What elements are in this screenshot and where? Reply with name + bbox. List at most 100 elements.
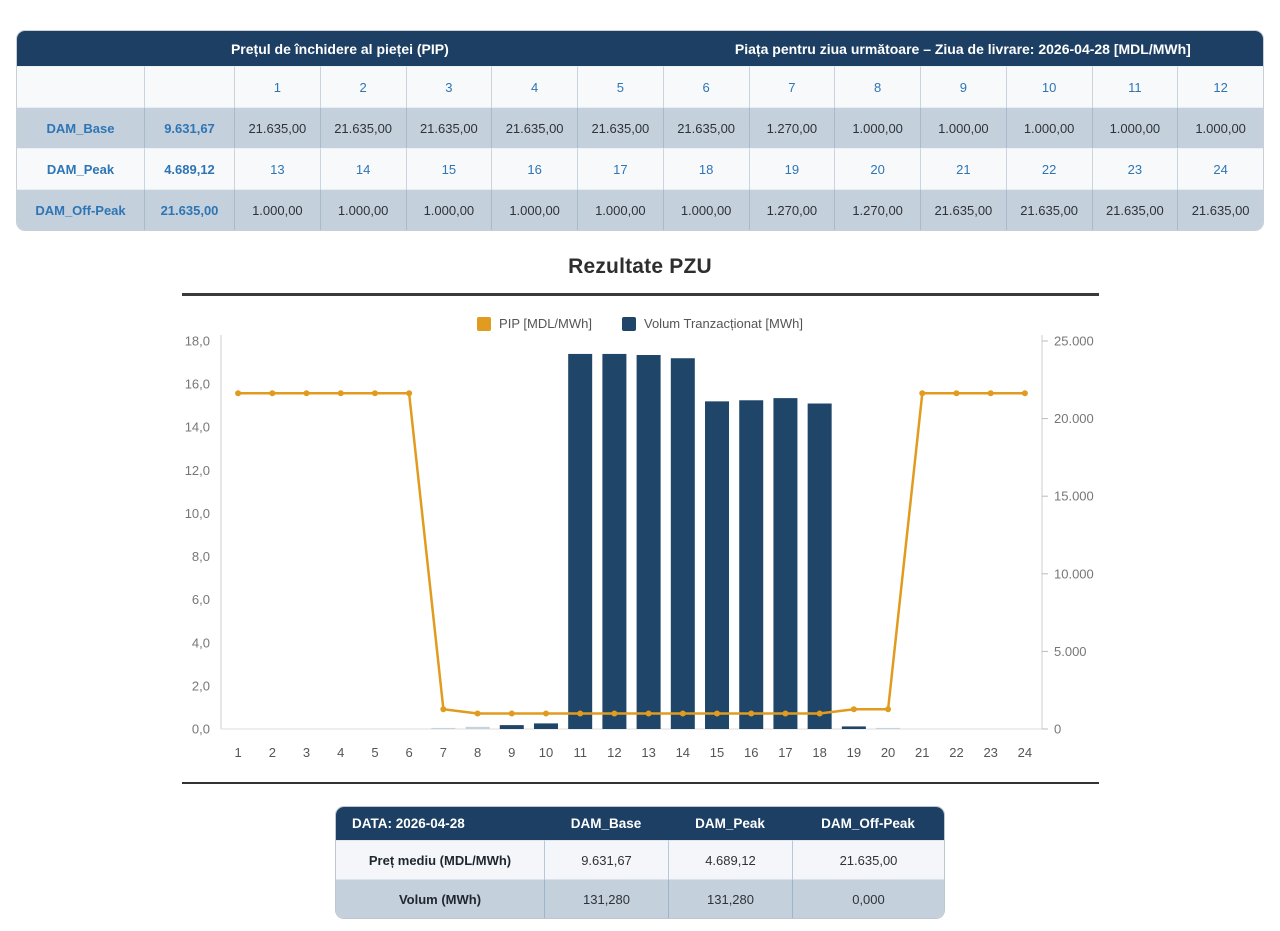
- right-axis-tick-label: 5.000: [1054, 644, 1087, 659]
- x-axis-hour-label: 1: [234, 745, 241, 760]
- pip-line-point-hour-8: [474, 710, 481, 717]
- chart-bottom-divider: [181, 782, 1099, 784]
- hour-header-cell: 1: [234, 66, 320, 107]
- hour-header-cell: 21: [920, 148, 1006, 189]
- hour-header-cell: 5: [577, 66, 663, 107]
- hourly-price-cell: 1.270,00: [834, 189, 920, 230]
- hourly-price-cell: 1.000,00: [234, 189, 320, 230]
- hourly-price-cell: 1.000,00: [662, 189, 749, 230]
- row-average-value: 4.689,12: [144, 148, 234, 189]
- pip-legend-label: PIP [MDL/MWh]: [499, 316, 592, 331]
- volume-legend-label: Volum Tranzacționat [MWh]: [644, 316, 803, 331]
- x-axis-hour-label: 5: [371, 745, 378, 760]
- left-axis-tick-label: 14,0: [184, 420, 209, 435]
- row-average-value: 9.631,67: [144, 107, 234, 148]
- hourly-price-cell: 21.635,00: [577, 107, 663, 148]
- x-axis-hour-label: 13: [641, 745, 655, 760]
- hourly-price-cell: 1.000,00: [1091, 107, 1178, 148]
- hour-header-cell: 23: [1091, 148, 1178, 189]
- volume-bar-hour-14: [670, 358, 695, 729]
- hourly-price-cell: 21.635,00: [1177, 189, 1263, 230]
- left-axis-tick-label: 6,0: [191, 592, 209, 607]
- pip-table-header-row: Prețul de închidere al pieței (PIP) Piaț…: [17, 31, 1263, 66]
- right-axis-tick-label: 25.000: [1054, 334, 1094, 349]
- hourly-price-cell: 1.270,00: [748, 107, 835, 148]
- legend-item-volume[interactable]: Volum Tranzacționat [MWh]: [622, 316, 803, 331]
- hour-header-cell: 11: [1091, 66, 1178, 107]
- pip-line-point-hour-2: [268, 390, 275, 397]
- volume-bar-hour-18: [807, 403, 832, 729]
- row-label-dam_base: DAM_Base: [17, 107, 144, 148]
- pip-line-point-hour-6: [405, 390, 412, 397]
- x-axis-hour-label: 17: [778, 745, 792, 760]
- pip-line-point-hour-21: [918, 390, 925, 397]
- pip-line-point-hour-7: [439, 706, 446, 713]
- x-axis-hour-label: 24: [1017, 745, 1031, 760]
- x-axis-hour-label: 14: [675, 745, 689, 760]
- pip-line-point-hour-17: [781, 710, 788, 717]
- pip-line-point-hour-22: [952, 390, 959, 397]
- left-axis-tick-label: 2,0: [191, 678, 209, 693]
- pip-table-row: DAM_Peak 4.689,12 13 14 15 16 17 18 19 20 21 22 23 24: [17, 148, 1263, 189]
- hour-header-cell: 3: [405, 66, 492, 107]
- x-axis-hour-label: 2: [268, 745, 275, 760]
- x-axis-hour-label: 15: [709, 745, 723, 760]
- hourly-price-cell: 1.000,00: [920, 107, 1006, 148]
- hour-header-cell: 6: [662, 66, 749, 107]
- row-average-value: 21.635,00: [144, 189, 234, 230]
- hourly-price-cell: 1.000,00: [319, 189, 406, 230]
- x-axis-hour-label: 9: [508, 745, 515, 760]
- pip-line-point-hour-23: [987, 390, 994, 397]
- summary-row: Volum (MWh) 131,280 131,280 0,000: [336, 879, 944, 918]
- hourly-price-cell: 1.000,00: [577, 189, 663, 230]
- hourly-price-cell: 1.000,00: [1177, 107, 1263, 148]
- row-average-value: [144, 66, 234, 107]
- hour-header-cell: 19: [748, 148, 835, 189]
- legend-item-pip[interactable]: PIP [MDL/MWh]: [477, 316, 592, 331]
- summary-header-dam-off-peak: DAM_Off-Peak: [792, 807, 944, 840]
- hour-header-cell: 4: [491, 66, 577, 107]
- hour-header-cell: 16: [491, 148, 577, 189]
- hourly-price-cell: 1.000,00: [405, 189, 492, 230]
- x-axis-hour-label: 12: [607, 745, 621, 760]
- volume-bar-hour-11: [567, 353, 592, 729]
- pip-line-point-hour-5: [371, 390, 378, 397]
- hour-header-cell: 8: [834, 66, 920, 107]
- hour-header-cell: 18: [662, 148, 749, 189]
- x-axis-hour-label: 8: [473, 745, 480, 760]
- x-axis-hour-label: 19: [846, 745, 860, 760]
- chart-legend: PIP [MDL/MWh] Volum Tranzacționat [MWh]: [182, 316, 1099, 331]
- x-axis-hour-label: 3: [302, 745, 309, 760]
- x-axis-hour-label: 23: [983, 745, 997, 760]
- summary-value-cell: 131,280: [544, 879, 668, 918]
- x-axis-hour-label: 7: [439, 745, 446, 760]
- x-axis-hour-label: 10: [538, 745, 552, 760]
- left-axis-tick-label: 8,0: [191, 549, 209, 564]
- pip-series-swatch-icon: [477, 316, 492, 331]
- hour-header-cell: 9: [920, 66, 1006, 107]
- summary-value-cell: 9.631,67: [544, 840, 668, 879]
- hour-header-cell: 24: [1177, 148, 1263, 189]
- x-axis-hour-label: 21: [915, 745, 929, 760]
- summary-value-cell: 0,000: [792, 879, 944, 918]
- pip-line-point-hour-16: [747, 710, 754, 717]
- hourly-price-cell: 21.635,00: [234, 107, 320, 148]
- hourly-price-cell: 21.635,00: [405, 107, 492, 148]
- pip-table-row: 1 2 3 4 5 6 7 8 9 10 11 12: [17, 66, 1263, 107]
- pip-table-row: DAM_Off-Peak 21.635,00 1.000,00 1.000,00 1.0…: [17, 189, 1263, 230]
- pip-line-point-hour-20: [884, 706, 891, 713]
- summary-metric-label: Preț mediu (MDL/MWh): [336, 840, 544, 879]
- volume-bar-hour-13: [636, 355, 661, 729]
- hourly-price-cell: 21.635,00: [1005, 189, 1092, 230]
- volume-bar-hour-16: [738, 400, 763, 729]
- pip-line-point-hour-15: [713, 710, 720, 717]
- right-axis-tick-label: 15.000: [1054, 489, 1094, 504]
- pip-line-point-hour-9: [508, 710, 515, 717]
- chart-title: Rezultate PZU: [568, 255, 712, 278]
- pip-line-point-hour-12: [610, 710, 617, 717]
- summary-header-row: DATA: 2026-04-28 DAM_Base DAM_Peak DAM_O…: [336, 807, 944, 840]
- volume-bar-hour-7: [430, 727, 455, 729]
- chart-section: Rezultate PZU PIP [MDL/MWh] Volum Tranza…: [181, 255, 1099, 784]
- hour-header-cell: 17: [577, 148, 663, 189]
- hour-header-cell: 2: [319, 66, 406, 107]
